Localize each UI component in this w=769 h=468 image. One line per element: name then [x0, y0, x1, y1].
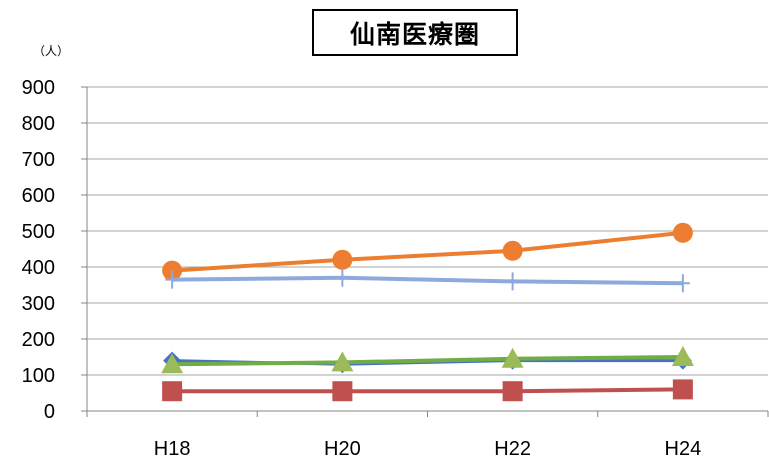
data-point-series-2 [505, 272, 520, 291]
data-point-series-4 [161, 353, 184, 374]
y-tick-label: 800 [22, 113, 55, 135]
x-tick-label: H18 [154, 438, 191, 460]
y-tick-label: 300 [22, 293, 55, 315]
data-point-series-2 [335, 268, 350, 287]
chart-title: 仙南医療圏 [312, 9, 518, 56]
y-tick-label: 200 [22, 329, 55, 351]
y-tick-label: 900 [22, 77, 55, 99]
x-tick-label: H20 [324, 438, 361, 460]
x-tick-label: H24 [665, 438, 702, 460]
data-point-series-5 [502, 381, 523, 402]
y-tick-label: 700 [22, 149, 55, 171]
data-point-series-1 [502, 240, 523, 261]
series-line-2 [172, 275, 683, 286]
series-line-4 [172, 355, 683, 367]
y-tick-label: 0 [44, 401, 55, 423]
data-point-series-2 [165, 270, 180, 289]
data-point-series-4 [671, 346, 694, 366]
data-point-series-4 [331, 351, 354, 372]
data-point-series-5 [332, 381, 353, 402]
y-tick-label: 400 [22, 257, 55, 279]
data-point-series-4 [501, 347, 524, 368]
x-tick-label: H22 [494, 438, 531, 460]
y-tick-label: 500 [22, 221, 55, 243]
y-axis-unit-label: （人） [33, 44, 70, 58]
data-point-series-2 [675, 274, 690, 293]
data-point-series-1 [332, 249, 353, 270]
y-tick-label: 600 [22, 185, 55, 207]
y-tick-label: 100 [22, 365, 55, 387]
data-point-series-1 [672, 222, 693, 243]
data-point-series-5 [672, 379, 693, 400]
series-line-1 [171, 230, 684, 273]
data-point-series-5 [162, 381, 183, 402]
series-line-5 [172, 387, 683, 394]
